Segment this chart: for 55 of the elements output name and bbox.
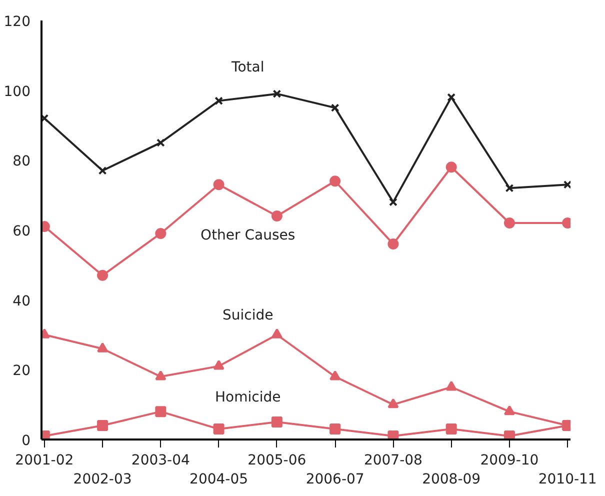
point <box>271 210 282 222</box>
x-tick-label: 2004-05 <box>190 472 248 488</box>
point <box>97 420 108 432</box>
point <box>272 90 282 98</box>
point <box>213 424 224 435</box>
series-label: Homicide <box>215 390 281 406</box>
point <box>388 398 399 408</box>
series-label: Other Causes <box>200 227 296 244</box>
x-tick-label: 2003-04 <box>131 452 190 468</box>
point <box>330 104 340 112</box>
point <box>504 430 515 440</box>
x-tick-label: 2007-08 <box>364 452 422 468</box>
point <box>389 198 398 206</box>
series-label: Total <box>230 59 264 76</box>
point <box>504 218 515 229</box>
y-tick-label: 20 <box>12 363 31 380</box>
point <box>446 162 457 173</box>
point <box>156 138 165 147</box>
point <box>271 416 282 428</box>
y-tick-label: 100 <box>4 84 31 100</box>
y-tick-label: 120 <box>4 14 31 30</box>
x-tick-label: 2008-09 <box>422 472 481 488</box>
point <box>98 166 107 175</box>
point <box>504 405 515 416</box>
x-tick-label: 2009-10 <box>480 452 539 468</box>
x-tick-label: 2010-11 <box>538 472 597 488</box>
point <box>213 179 224 190</box>
point <box>155 228 166 239</box>
point <box>447 93 456 102</box>
point <box>330 370 341 380</box>
point <box>155 406 166 418</box>
y-tick-label: 80 <box>12 154 31 170</box>
point <box>213 360 224 370</box>
point <box>214 96 223 105</box>
point <box>446 380 457 391</box>
point <box>97 270 108 281</box>
y-tick-label: 60 <box>12 224 31 240</box>
point <box>330 424 341 435</box>
series-label: Suicide <box>222 307 274 324</box>
point <box>271 328 282 338</box>
point <box>388 238 399 250</box>
point <box>42 114 49 122</box>
y-tick-label: 40 <box>12 293 31 310</box>
point <box>155 370 166 380</box>
x-tick-label: 2006-07 <box>306 472 364 488</box>
point <box>505 184 514 192</box>
point <box>563 180 570 189</box>
y-tick-label: 0 <box>22 433 31 449</box>
x-tick-label: 2005-06 <box>248 452 306 468</box>
point <box>330 176 341 187</box>
x-tick-label: 2002-03 <box>73 472 132 488</box>
x-tick-label: 2001-02 <box>15 452 74 468</box>
point <box>446 424 457 435</box>
point <box>388 430 399 440</box>
point <box>97 342 108 352</box>
